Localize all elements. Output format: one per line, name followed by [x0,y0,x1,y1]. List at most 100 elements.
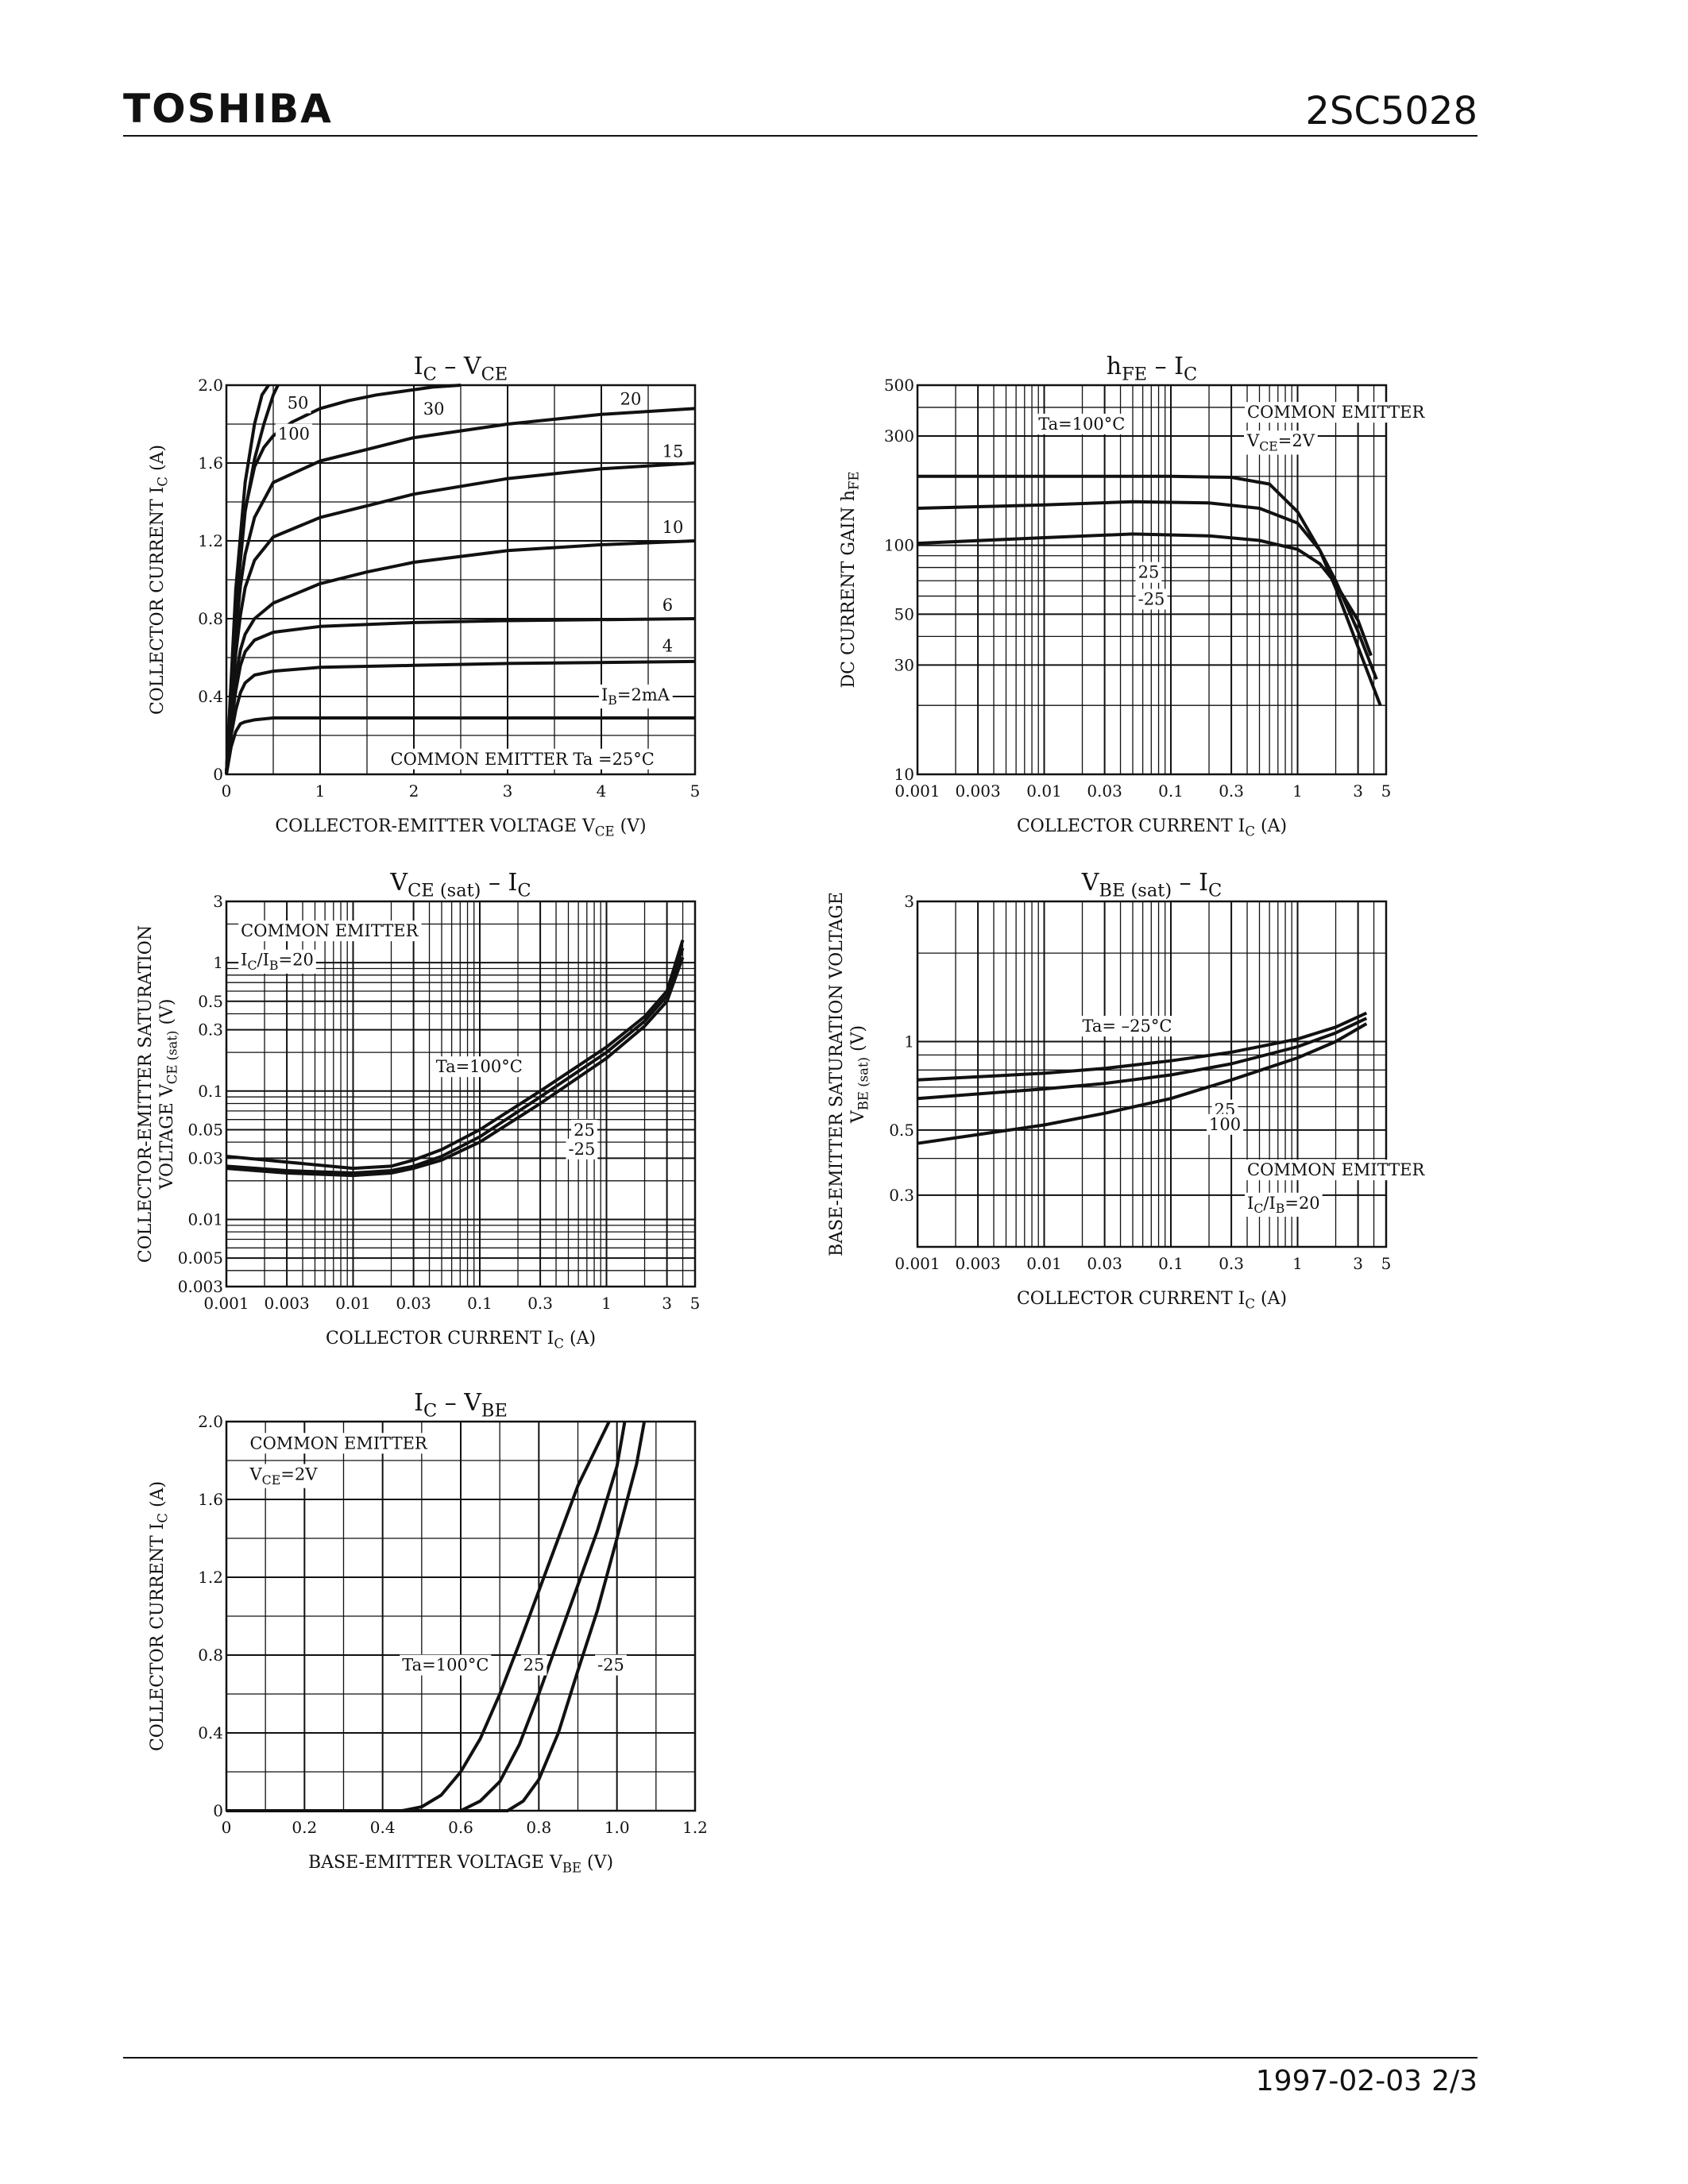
ic_vbe-xtick-label: 0 [222,1818,232,1837]
ic_vce-xtick-label: 5 [690,781,701,801]
hfe_ic-annotation-bg [1036,413,1128,434]
hfe_ic-annotation-1: 25 [1138,563,1160,582]
vcesat_ic-ytick-label: 0.1 [198,1082,223,1101]
ic_vce-annotation-5: 10 [662,518,684,537]
hfe_ic-xtick-label: 0.01 [1026,781,1062,801]
hfe_ic-xlabel: COLLECTOR CURRENT IC (A) [1017,816,1287,839]
vcesat_ic-annotation-bg [571,1119,597,1140]
vbesat_ic-series-0 [917,1011,1368,1082]
vcesat_ic-frame [225,900,697,1288]
hfe_ic-ytick-label: 500 [884,376,914,395]
vcesat_ic-chart: 0.001 0.003 0.01 0.03 0.1 0.3 1 3 50.0030.0050.0… [136,869,700,1352]
ic_vbe-ylabel: COLLECTOR CURRENT IC (A) [148,1481,171,1751]
ic_vbe-xlabel: BASE-EMITTER VOLTAGE VBE (V) [308,1853,613,1876]
vcesat_ic-annotation-bg [238,920,422,942]
vbesat_ic-annotation-bg [1080,1016,1175,1037]
ic_vbe-xtick-label: 0.4 [370,1818,396,1837]
ic_vbe-series-1 [226,1421,627,1812]
ic_vbe-xtick-label: 0.6 [448,1818,473,1837]
ic_vce-annotation-8: IB=2mA [601,685,670,708]
ic_vbe-annotation-bg [247,1433,431,1454]
vbesat_ic-ytick-label: 0.5 [889,1121,914,1140]
vcesat_ic-ytick-label: 0.03 [187,1148,223,1167]
hfe_ic-annotation-0: Ta=100°C [1038,415,1125,434]
ic_vce-annotation-4: 15 [662,442,684,461]
hfe_ic-xtick-label: 1 [1292,781,1303,801]
ic_vce-series-8 [225,384,270,775]
ic_vce-annotation-3: 20 [620,390,642,409]
ic_vbe-series-2 [226,1421,647,1812]
hfe_ic-xtick-label: 5 [1381,781,1392,801]
ic_vce-annotation-6: 6 [662,596,673,615]
vcesat_ic-series-2 [226,956,685,1178]
ic_vce-annotation-7: 4 [662,637,673,656]
ic_vbe-ytick-label: 0.8 [198,1646,223,1665]
footer-rule [123,2057,1477,2059]
vcesat_ic-ylabel-line2: VOLTAGE VCE (sat) (V) [157,998,180,1190]
ic_vbe-ytick-label: 1.2 [198,1568,223,1587]
vcesat_ic-ytick-label: 0.05 [187,1120,223,1139]
ic_vbe-ytick-label: 0.4 [198,1723,223,1742]
hfe_ic-ytick-label: 300 [884,426,914,446]
ic_vce-chart: 0 1 2 3 4 500.40.81.21.62.0IC – VCECOLLECTOR-… [148,353,700,839]
ic_vce-annotation-bg [388,748,657,770]
hfe_ic-annotation-3: COMMON EMITTER [1247,403,1425,422]
vbesat_ic-xtick-label: 3 [1353,1254,1363,1273]
vbesat_ic-series-2 [917,1022,1368,1145]
ic_vce-annotation-bg [275,423,312,445]
hfe_ic-xtick-label: 0.03 [1087,781,1122,801]
ic_vce-annotation-1: 100 [278,425,310,444]
hfe_ic-series-2 [917,532,1373,657]
vcesat_ic-xtick-label: 0.001 [203,1294,249,1313]
ic_vce-series-0 [225,716,695,775]
vbesat_ic-xtick-label: 1 [1292,1254,1303,1273]
ic_vbe-ytick-label: 2.0 [198,1412,223,1431]
hfe_ic-annotation-bg [1135,588,1168,610]
vcesat_ic-xtick-label: 5 [690,1294,701,1313]
vcesat_ic-xtick-label: 0.3 [527,1294,553,1313]
ic_vbe-annotation-1: VCE=2V [249,1465,319,1488]
vbesat_ic-annotation-bg [1245,1192,1323,1217]
vbesat_ic-ylabel-line1: BASE-EMITTER SATURATION VOLTAGE [827,892,847,1256]
ic_vbe-xtick-label: 1.2 [682,1818,708,1837]
footer-page: 2/3 [1431,2065,1477,2097]
header-rule [123,135,1477,137]
ic_vce-ytick-label: 2.0 [198,376,223,395]
vcesat_ic-ytick-label: 0.01 [187,1210,223,1229]
ic_vbe-annotation-bg [400,1654,492,1676]
vcesat_ic-ytick-label: 0.5 [198,992,223,1011]
vbesat_ic-title: VBE (sat) – IC [1081,869,1223,901]
vcesat_ic-ylabel-line1: COLLECTOR-EMITTER SATURATION [136,925,156,1263]
hfe_ic-annotation-bg [1245,402,1428,423]
vcesat_ic-annotation-4: -25 [568,1140,595,1159]
hfe_ic-series-0 [917,474,1382,706]
vcesat_ic-ytick-label: 3 [213,892,223,911]
vcesat_ic-annotation-bg [566,1138,598,1160]
ic_vce-ytick-label: 0 [213,765,223,784]
vbesat_ic-series-1 [917,1017,1368,1101]
ic_vce-ylabel: COLLECTOR CURRENT IC (A) [148,445,171,715]
hfe_ic-annotation-bg [1244,430,1318,455]
vbesat_ic-ytick-label: 1 [904,1032,914,1051]
ic_vbe-xtick-label: 0.2 [292,1818,317,1837]
hfe_ic-series-1 [917,500,1378,681]
ic_vce-annotation-2: 30 [423,399,445,419]
vbesat_ic-xtick-label: 0.003 [955,1254,1000,1273]
hfe_ic-ytick-label: 10 [894,765,914,784]
vcesat_ic-title: VCE (sat) – IC [389,869,531,901]
hfe_ic-ytick-label: 30 [894,655,914,674]
ic_vce-series-1 [225,659,696,775]
ic_vce-title: IC – VCE [414,353,508,385]
ic_vce-annotation-bg [659,595,676,616]
hfe_ic-annotation-2: -25 [1138,589,1165,608]
vcesat_ic-xtick-label: 0.003 [264,1294,309,1313]
hfe_ic-annotation-4: VCE=2V [1246,431,1315,453]
vcesat_ic-annotation-2: Ta=100°C [436,1057,523,1076]
vbesat_ic-xtick-label: 0.3 [1219,1254,1244,1273]
vcesat_ic-annotation-bg [433,1056,525,1078]
hfe_ic-xtick-label: 0.001 [894,781,940,801]
hfe_ic-frame [916,384,1388,776]
ic_vbe-ytick-label: 1.6 [198,1490,223,1509]
vcesat_ic-ytick-label: 0.003 [178,1277,223,1296]
ic_vce-xlabel: COLLECTOR-EMITTER VOLTAGE VCE (V) [275,816,646,839]
